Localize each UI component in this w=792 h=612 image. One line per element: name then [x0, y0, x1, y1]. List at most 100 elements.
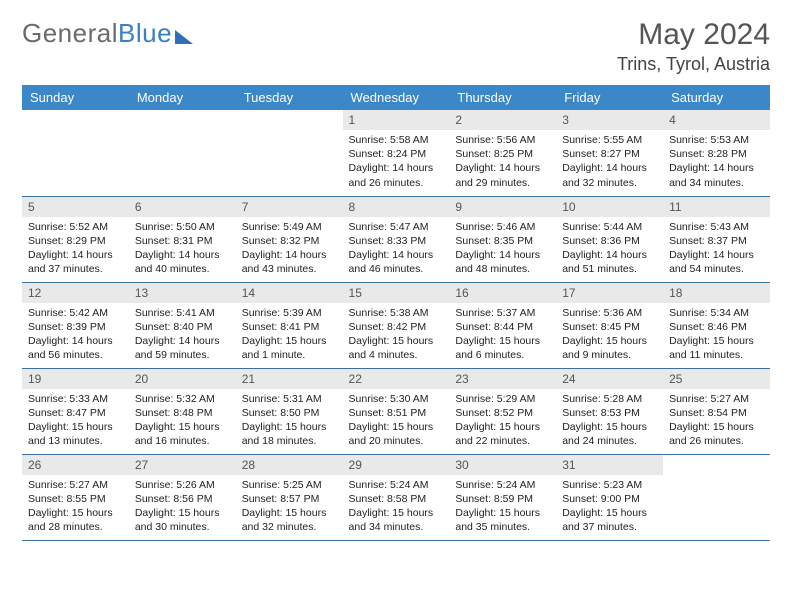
sunset-line: Sunset: 8:45 PM: [562, 321, 640, 333]
calendar-day-cell: 13Sunrise: 5:41 AMSunset: 8:40 PMDayligh…: [129, 282, 236, 368]
day-number: 10: [556, 197, 663, 217]
daylight-line: Daylight: 15 hours and 13 minutes.: [28, 421, 113, 447]
calendar-empty-cell: [129, 110, 236, 196]
daylight-line: Daylight: 14 hours and 40 minutes.: [135, 249, 220, 275]
day-number: 20: [129, 369, 236, 389]
sunrise-line: Sunrise: 5:27 AM: [669, 393, 749, 405]
sunrise-line: Sunrise: 5:24 AM: [455, 479, 535, 491]
calendar-week-row: 19 Sunrise: 5:33 AM Sunset: 8:47 PM Dayligh…: [22, 368, 770, 454]
sunset-line: Sunset: 8:56 PM: [135, 493, 213, 505]
daylight-line: Daylight: 14 hours and 37 minutes.: [28, 249, 113, 275]
daylight-line: Daylight: 14 hours and 56 minutes.: [28, 335, 113, 361]
day-details: Sunrise: 5:36 AM Sunset: 8:45 PM Daylight:…: [556, 303, 663, 367]
sunrise-line: Sunrise: 5:38 AM: [349, 307, 429, 319]
sunset-line: Sunset: 8:32 PM: [242, 235, 320, 247]
sunset-line: Sunset: 8:57 PM: [242, 493, 320, 505]
calendar-day-cell: 27Sunrise: 5:26 AMSunset: 8:56 PMDayligh…: [129, 454, 236, 540]
day-number: 21: [236, 369, 343, 389]
sunrise-line: Sunrise: 5:33 AM: [28, 393, 108, 405]
sunrise-line: Sunrise: 5:24 AM: [349, 479, 429, 491]
calendar-day-cell: 14Sunrise: 5:39 AMSunset: 8:41 PMDayligh…: [236, 282, 343, 368]
day-number: 11: [663, 197, 770, 217]
day-number: 6: [129, 197, 236, 217]
day-number: 4: [663, 110, 770, 130]
sunset-line: Sunset: 8:46 PM: [669, 321, 747, 333]
calendar-day-cell: 1Sunrise: 5:58 AMSunset: 8:24 PMDaylight…: [343, 110, 450, 196]
sunset-line: Sunset: 8:31 PM: [135, 235, 213, 247]
day-number: 12: [22, 283, 129, 303]
day-number: 17: [556, 283, 663, 303]
sunset-line: Sunset: 8:48 PM: [135, 407, 213, 419]
calendar-empty-cell: [663, 454, 770, 540]
day-details: Sunrise: 5:42 AMSunset: 8:39 PMDaylight:…: [22, 303, 129, 367]
weekday-header: Monday: [129, 85, 236, 110]
day-details: Sunrise: 5:33 AM Sunset: 8:47 PM Daylight:…: [22, 389, 129, 453]
sunrise-line: Sunrise: 5:31 AM: [242, 393, 322, 405]
day-number: 27: [129, 455, 236, 475]
day-details: Sunrise: 5:46 AM Sunset: 8:35 PM Daylight:…: [449, 217, 556, 281]
sunset-line: Sunset: 8:36 PM: [562, 235, 640, 247]
day-details: Sunrise: 5:41 AMSunset: 8:40 PMDaylight:…: [129, 303, 236, 367]
calendar-day-cell: 29Sunrise: 5:24 AMSunset: 8:58 PMDayligh…: [343, 454, 450, 540]
daylight-line: Daylight: 15 hours and 26 minutes.: [669, 421, 754, 447]
day-details: Sunrise: 5:52 AMSunset: 8:29 PMDaylight:…: [22, 217, 129, 281]
sunset-line: Sunset: 8:58 PM: [349, 493, 427, 505]
calendar-day-cell: 10Sunrise: 5:44 AMSunset: 8:36 PMDayligh…: [556, 196, 663, 282]
weekday-header: Wednesday: [343, 85, 450, 110]
day-number: 15: [343, 283, 450, 303]
day-number: 8: [343, 197, 450, 217]
day-details: Sunrise: 5:34 AMSunset: 8:46 PMDaylight:…: [663, 303, 770, 367]
daylight-line: Daylight: 15 hours and 1 minute.: [242, 335, 327, 361]
daylight-line: Daylight: 14 hours and 46 minutes.: [349, 249, 434, 275]
daylight-line: Daylight: 14 hours and 48 minutes.: [455, 249, 540, 275]
weekday-header: Thursday: [449, 85, 556, 110]
calendar-day-cell: 23Sunrise: 5:29 AMSunset: 8:52 PMDayligh…: [449, 368, 556, 454]
sunset-line: Sunset: 8:47 PM: [28, 407, 106, 419]
sunrise-line: Sunrise: 5:30 AM: [349, 393, 429, 405]
daylight-line: Daylight: 14 hours and 26 minutes.: [349, 162, 434, 188]
calendar-day-cell: 24Sunrise: 5:28 AMSunset: 8:53 PMDayligh…: [556, 368, 663, 454]
weekday-header: Sunday: [22, 85, 129, 110]
daylight-line: Daylight: 15 hours and 9 minutes.: [562, 335, 647, 361]
day-number: 28: [236, 455, 343, 475]
day-number: 29: [343, 455, 450, 475]
day-details: Sunrise: 5:28 AMSunset: 8:53 PMDaylight:…: [556, 389, 663, 453]
calendar-day-cell: 12Sunrise: 5:42 AMSunset: 8:39 PMDayligh…: [22, 282, 129, 368]
sunset-line: Sunset: 8:29 PM: [28, 235, 106, 247]
sunset-line: Sunset: 8:52 PM: [455, 407, 533, 419]
day-number: 19: [22, 369, 129, 389]
sunrise-line: Sunrise: 5:41 AM: [135, 307, 215, 319]
daylight-line: Daylight: 14 hours and 29 minutes.: [455, 162, 540, 188]
location-text: Trins, Tyrol, Austria: [617, 54, 770, 75]
brand-word-2: Blue: [118, 18, 172, 49]
calendar-day-cell: 3Sunrise: 5:55 AMSunset: 8:27 PMDaylight…: [556, 110, 663, 196]
day-details: Sunrise: 5:38 AMSunset: 8:42 PMDaylight:…: [343, 303, 450, 367]
calendar-day-cell: 16Sunrise: 5:37 AMSunset: 8:44 PMDayligh…: [449, 282, 556, 368]
sunrise-line: Sunrise: 5:26 AM: [135, 479, 215, 491]
sunrise-line: Sunrise: 5:46 AM: [455, 221, 535, 233]
sunset-line: Sunset: 8:37 PM: [669, 235, 747, 247]
sunrise-line: Sunrise: 5:58 AM: [349, 134, 429, 146]
day-details: Sunrise: 5:27 AMSunset: 8:54 PMDaylight:…: [663, 389, 770, 453]
sunrise-line: Sunrise: 5:53 AM: [669, 134, 749, 146]
calendar-empty-cell: [22, 110, 129, 196]
sunrise-line: Sunrise: 5:50 AM: [135, 221, 215, 233]
brand-triangle-icon: [175, 30, 193, 44]
day-details: Sunrise: 5:29 AMSunset: 8:52 PMDaylight:…: [449, 389, 556, 453]
day-details: Sunrise: 5:27 AMSunset: 8:55 PMDaylight:…: [22, 475, 129, 539]
daylight-line: Daylight: 14 hours and 51 minutes.: [562, 249, 647, 275]
calendar-week-row: 5Sunrise: 5:52 AMSunset: 8:29 PMDaylight…: [22, 196, 770, 282]
day-number: 30: [449, 455, 556, 475]
daylight-line: Daylight: 14 hours and 43 minutes.: [242, 249, 327, 275]
sunrise-line: Sunrise: 5:27 AM: [28, 479, 108, 491]
sunrise-line: Sunrise: 5:36 AM: [562, 307, 642, 319]
calendar-day-cell: 25Sunrise: 5:27 AMSunset: 8:54 PMDayligh…: [663, 368, 770, 454]
day-number: 23: [449, 369, 556, 389]
sunrise-line: Sunrise: 5:32 AM: [135, 393, 215, 405]
weekday-header: Tuesday: [236, 85, 343, 110]
calendar-day-cell: 15Sunrise: 5:38 AMSunset: 8:42 PMDayligh…: [343, 282, 450, 368]
daylight-line: Daylight: 15 hours and 37 minutes.: [562, 507, 647, 533]
calendar-day-cell: 4Sunrise: 5:53 AMSunset: 8:28 PMDaylight…: [663, 110, 770, 196]
calendar-day-cell: 18Sunrise: 5:34 AMSunset: 8:46 PMDayligh…: [663, 282, 770, 368]
sunset-line: Sunset: 8:35 PM: [455, 235, 533, 247]
